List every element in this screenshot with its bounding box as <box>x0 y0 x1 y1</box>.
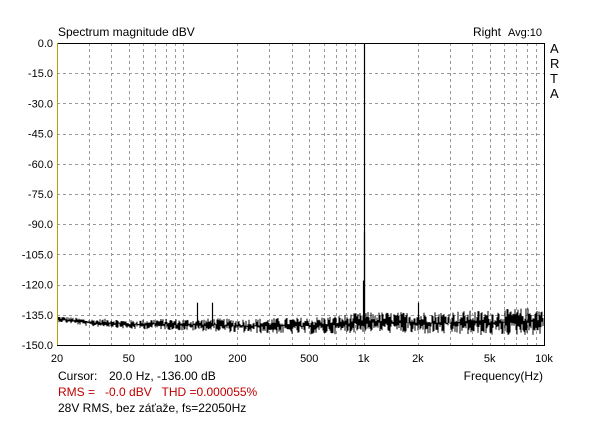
chart-title: Spectrum magnitude dBV <box>58 25 195 39</box>
cursor-label: Cursor: <box>58 369 97 383</box>
logo-letter-3: T <box>550 71 558 86</box>
logo-letter-2: R <box>550 56 559 71</box>
spectrum-trace <box>57 43 544 335</box>
measurement-note: 28V RMS, bez záťaže, fs=22050Hz <box>58 401 246 415</box>
arta-logo: A R T A <box>550 41 559 101</box>
x-tick-labels: 20 50 100 200 500 1k 2k 5k 10k <box>51 353 553 365</box>
logo-letter-4: A <box>550 86 559 101</box>
rms-thd-readout: RMS = -0.0 dBV THD =0.000055% <box>58 385 258 399</box>
channel-label: Right <box>473 25 502 39</box>
x-tick-label: 5k <box>484 353 496 365</box>
y-tick-label: -90.0 <box>28 219 53 231</box>
y-tick-label: -30.0 <box>28 98 53 110</box>
avg-label: Avg:10 <box>508 27 542 39</box>
y-tick-labels: 0.0 -15.0 -30.0 -45.0 -60.0 -75.0 -90.0 -105.0 -… <box>22 38 53 352</box>
y-tick-label: -105.0 <box>22 249 53 261</box>
y-tick-label: -135.0 <box>22 310 53 322</box>
grid <box>57 43 545 346</box>
x-tick-label: 50 <box>123 353 135 365</box>
x-tick-label: 500 <box>300 353 318 365</box>
cursor-value: 20.0 Hz, -136.00 dB <box>109 369 216 383</box>
logo-letter-1: A <box>550 41 559 56</box>
y-tick-label: -15.0 <box>28 68 53 80</box>
x-tick-label: 1k <box>358 353 370 365</box>
x-tick-label: 2k <box>412 353 424 365</box>
y-tick-label: -45.0 <box>28 129 53 141</box>
x-tick-label: 200 <box>228 353 246 365</box>
x-tick-label: 10k <box>535 353 553 365</box>
x-tick-label: 20 <box>51 353 63 365</box>
x-tick-label: 100 <box>174 353 192 365</box>
y-tick-label: -150.0 <box>22 340 53 352</box>
y-tick-label: -75.0 <box>28 189 53 201</box>
plot-background <box>57 43 544 345</box>
x-axis-label: Frequency(Hz) <box>464 369 543 383</box>
y-tick-label: -60.0 <box>28 159 53 171</box>
y-tick-label: 0.0 <box>38 38 53 50</box>
y-tick-label: -120.0 <box>22 280 53 292</box>
